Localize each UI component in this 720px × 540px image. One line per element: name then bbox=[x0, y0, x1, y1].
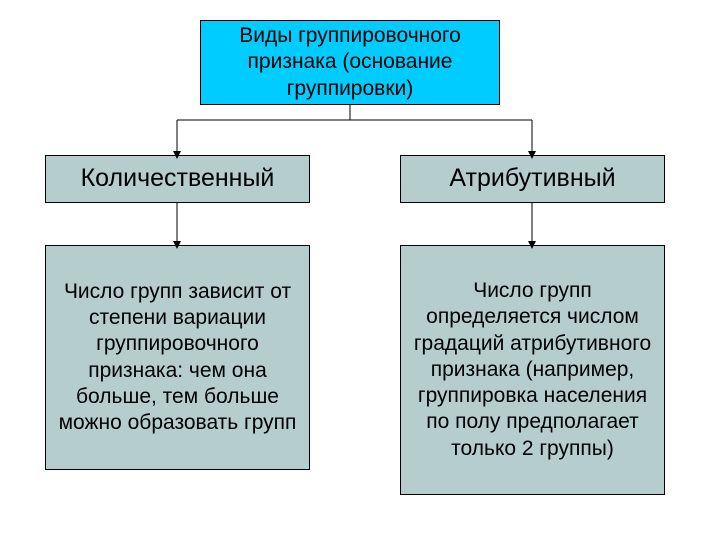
root-node: Виды группировочного признака (основание… bbox=[200, 20, 500, 105]
left-title-node: Количественный bbox=[45, 155, 310, 203]
right-title-label: Атрибутивный bbox=[449, 163, 615, 194]
root-label: Виды группировочного признака (основание… bbox=[211, 23, 489, 102]
left-title-label: Количественный bbox=[81, 163, 275, 194]
right-desc-label: Число групп определяется числом градаций… bbox=[411, 278, 654, 462]
left-desc-node: Число групп зависит от степени вариации … bbox=[45, 245, 310, 470]
right-desc-node: Число групп определяется числом градаций… bbox=[400, 245, 665, 495]
right-title-node: Атрибутивный bbox=[400, 155, 665, 203]
left-desc-label: Число групп зависит от степени вариации … bbox=[56, 279, 299, 437]
